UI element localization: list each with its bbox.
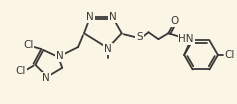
Text: HN: HN [178, 34, 194, 44]
Text: S: S [136, 32, 143, 42]
Text: N: N [86, 12, 94, 22]
Text: N: N [109, 12, 117, 22]
Text: Cl: Cl [15, 66, 26, 76]
Text: N: N [104, 44, 112, 54]
Text: N: N [42, 73, 50, 83]
Text: Cl: Cl [23, 40, 34, 50]
Text: N: N [56, 51, 64, 61]
Text: Cl: Cl [225, 50, 235, 60]
Text: O: O [170, 16, 178, 26]
